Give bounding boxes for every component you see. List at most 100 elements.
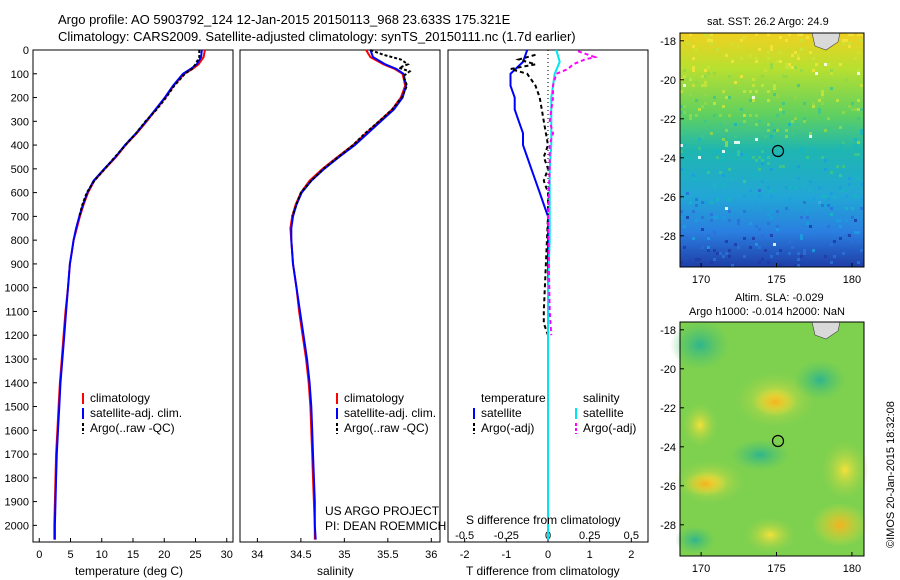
sst-pixel bbox=[734, 153, 737, 156]
depth-tick-label: 400 bbox=[11, 140, 29, 152]
sst-pixel bbox=[797, 177, 800, 180]
legend-label-temp-satellite: satellite bbox=[481, 406, 522, 420]
sst-pixel bbox=[704, 93, 707, 96]
temperature-tick-label: 5 bbox=[67, 549, 73, 561]
legend-label-climatology: climatology bbox=[90, 391, 150, 405]
imos-timestamp: ©IMOS 20-Jan-2015 18:32:08 bbox=[885, 401, 897, 548]
sst-pixel bbox=[839, 225, 842, 228]
sst-pixel bbox=[680, 144, 683, 147]
lat-tick-label: -20 bbox=[660, 364, 676, 376]
sst-pixel bbox=[749, 54, 752, 57]
sst-pixel bbox=[767, 162, 770, 165]
sla-blobs bbox=[670, 320, 869, 554]
sst-pixel bbox=[722, 255, 725, 258]
legend-label-temp-argo: Argo(-adj) bbox=[481, 421, 534, 435]
sst-pixel bbox=[857, 141, 860, 144]
sst-pixel bbox=[779, 165, 782, 168]
sst-pixel bbox=[740, 153, 743, 156]
depth-tick-label: 900 bbox=[11, 259, 29, 271]
depth-tick-label: 1800 bbox=[5, 473, 29, 485]
sst-pixel bbox=[767, 90, 770, 93]
sst-pixel bbox=[821, 102, 824, 105]
sst-pixel bbox=[839, 144, 842, 147]
sst-pixel bbox=[788, 123, 791, 126]
sst-pixel bbox=[725, 54, 728, 57]
series-salinity-satellite bbox=[547, 49, 561, 540]
sla-blob bbox=[812, 503, 868, 547]
t-diff-tick-label: 1 bbox=[587, 549, 593, 561]
sst-pixel bbox=[770, 255, 773, 258]
sst-pixel bbox=[704, 201, 707, 204]
sst-pixel bbox=[692, 237, 695, 240]
sst-pixel bbox=[755, 243, 758, 246]
sst-pixel bbox=[851, 33, 854, 36]
sst-pixel bbox=[851, 240, 854, 243]
sst-pixel bbox=[710, 213, 713, 216]
sst-pixel bbox=[719, 171, 722, 174]
salinity-tick-label: 34 bbox=[251, 549, 263, 561]
depth-tick-label: 2000 bbox=[5, 520, 29, 532]
lat-tick-label: -26 bbox=[660, 481, 676, 493]
sst-pixel bbox=[734, 243, 737, 246]
sst-pixel bbox=[788, 240, 791, 243]
sst-pixel bbox=[767, 99, 770, 102]
sst-pixel bbox=[785, 129, 788, 132]
sst-pixel bbox=[818, 201, 821, 204]
lon-tick-label: 180 bbox=[843, 274, 861, 286]
sst-pixel bbox=[827, 174, 830, 177]
sst-pixel bbox=[842, 42, 845, 45]
sst-pixel bbox=[692, 57, 695, 60]
argo-position-marker bbox=[771, 144, 785, 158]
sst-pixel bbox=[719, 165, 722, 168]
sst-pixel bbox=[722, 159, 725, 162]
sst-pixel bbox=[767, 51, 770, 54]
sst-pixel bbox=[722, 150, 725, 153]
sst-pixel bbox=[860, 39, 863, 42]
sst-pixel bbox=[698, 147, 701, 150]
sst-pixel bbox=[830, 69, 833, 72]
sst-pixel bbox=[749, 246, 752, 249]
sst-pixel bbox=[683, 75, 686, 78]
sla-blob bbox=[821, 440, 869, 500]
salinity-panel: 34 34.5 35 35.5 36 salinity climatology sate… bbox=[239, 49, 446, 578]
sla-blob bbox=[730, 439, 790, 471]
sst-pixel bbox=[695, 99, 698, 102]
depth-tick-label: 200 bbox=[11, 93, 29, 105]
sst-pixel bbox=[686, 192, 689, 195]
sst-pixel bbox=[704, 33, 707, 36]
sst-pixel bbox=[683, 105, 686, 108]
sst-pixel bbox=[743, 36, 746, 39]
legend-title-temperature: temperature bbox=[481, 391, 546, 405]
sst-pixel bbox=[692, 69, 695, 72]
sst-pixel bbox=[782, 111, 785, 114]
sst-pixel bbox=[725, 240, 728, 243]
legend-label-sal-argo: Argo(-adj) bbox=[583, 421, 636, 435]
sst-pixel bbox=[830, 171, 833, 174]
sst-pixel bbox=[695, 204, 698, 207]
depth-tick-label: 500 bbox=[11, 164, 29, 176]
sst-pixel bbox=[719, 123, 722, 126]
sla-blob bbox=[682, 403, 718, 447]
sst-pixel bbox=[806, 36, 809, 39]
sst-pixel bbox=[683, 162, 686, 165]
sst-pixel bbox=[776, 129, 779, 132]
sst-pixel bbox=[728, 255, 731, 258]
sst-pixel bbox=[755, 33, 758, 36]
sst-pixel bbox=[803, 183, 806, 186]
temperature-tick-label: 30 bbox=[221, 549, 233, 561]
sst-pixel bbox=[713, 96, 716, 99]
sst-pixel bbox=[857, 183, 860, 186]
sst-pixel bbox=[794, 117, 797, 120]
legend-label-argo: Argo(..raw -QC) bbox=[344, 421, 429, 435]
sst-pixel bbox=[851, 108, 854, 111]
sst-pixel bbox=[824, 129, 827, 132]
salinity-x-axis: 34 34.5 35 35.5 36 bbox=[251, 538, 437, 561]
temperature-xlabel: temperature (deg C) bbox=[75, 564, 183, 578]
sst-pixel bbox=[854, 231, 857, 234]
sst-pixel bbox=[755, 201, 758, 204]
sst-pixel bbox=[815, 72, 818, 75]
sst-pixel bbox=[716, 252, 719, 255]
depth-tick-label: 1100 bbox=[5, 306, 29, 318]
sst-pixel bbox=[713, 258, 716, 261]
salinity-tick-label: 35.5 bbox=[377, 549, 398, 561]
